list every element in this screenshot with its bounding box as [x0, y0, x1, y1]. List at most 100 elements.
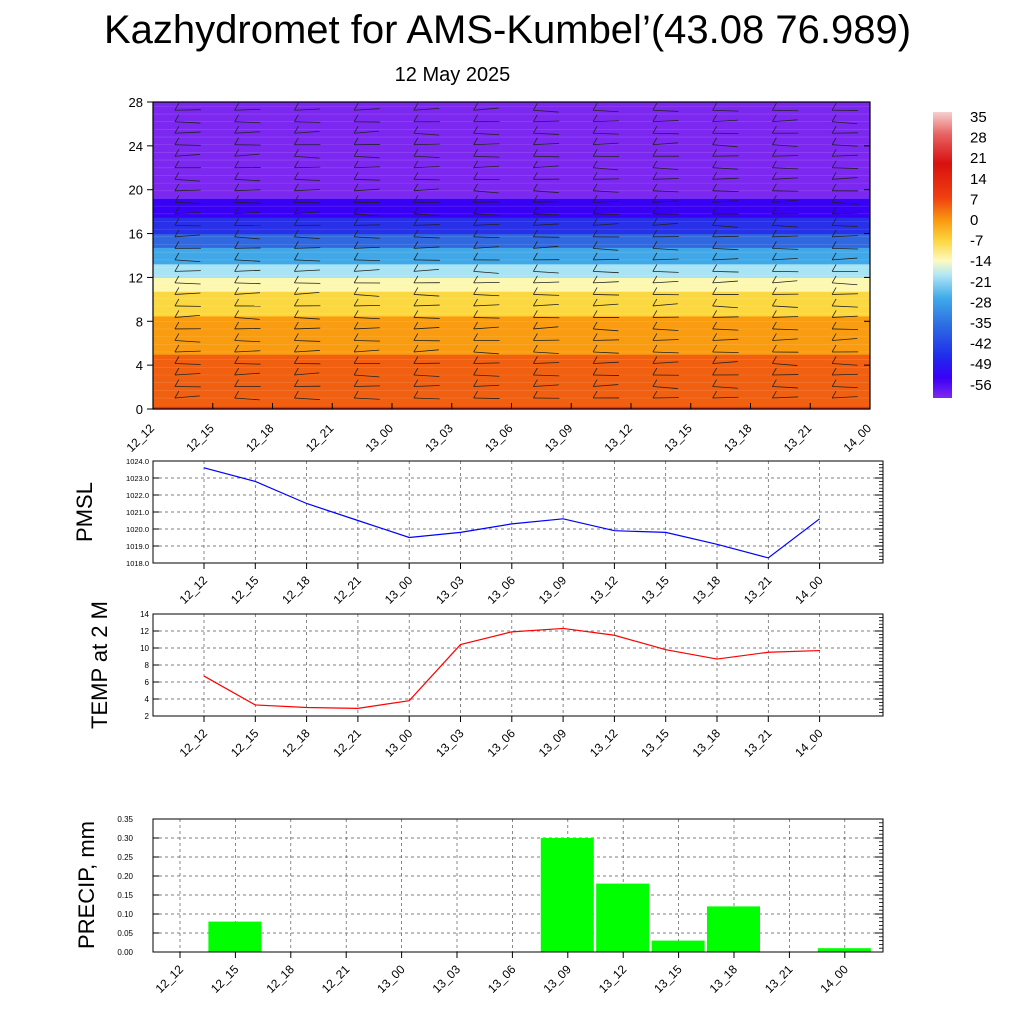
wind-barb [712, 396, 739, 399]
wind-barb-flag [592, 287, 598, 295]
precip-bars [208, 838, 871, 952]
xtick-label: 13_15 [638, 726, 672, 760]
wind-barb [234, 201, 261, 204]
wind-barb-flag [772, 183, 777, 192]
wind-barb [354, 397, 380, 400]
wind-barb-flag [772, 103, 777, 111]
wind-barb-flag [831, 206, 837, 215]
heatmap-xtick-label: 13_06 [482, 421, 516, 455]
heatmap-band [153, 184, 870, 188]
xtick-label: 13_12 [596, 962, 630, 996]
wind-barb-flag [353, 114, 359, 122]
wind-barb [354, 349, 380, 353]
wind-barb-flag [772, 344, 777, 353]
wind-barb-flag [353, 379, 359, 387]
wind-barb [354, 269, 380, 272]
wind-barb [593, 190, 619, 193]
wind-barb-flag [234, 367, 239, 376]
wind-barb [473, 304, 500, 307]
wind-barb-flag [533, 103, 538, 111]
wind-barb-flag [533, 275, 538, 284]
heatmap-xtick-label: 13_00 [363, 421, 397, 455]
wind-barb-flag [294, 264, 299, 272]
xtick-label: 13_00 [382, 573, 416, 607]
wind-barb-flag [592, 195, 598, 203]
xtick-label: 13_18 [690, 573, 724, 607]
wind-barb [593, 384, 619, 387]
wind-barb-flag [413, 160, 419, 168]
wind-barb [593, 328, 619, 332]
wind-barb-flag [174, 149, 180, 157]
wind-barb [533, 143, 560, 146]
wind-barb-flag [353, 298, 359, 307]
colorbar: 35 28 21 14 7 0 -7 -14 -21 -28 -35 -42 -49 -56 [933, 109, 992, 398]
wind-barb [294, 189, 321, 192]
precip-panel: 0.00 0.05 0.10 0.15 0.20 0.25 0.30 0.35 12_12 12_… [74, 815, 884, 996]
ytick-label: 0.00 [117, 948, 133, 957]
wind-barb-flag [234, 172, 239, 180]
wind-barb [234, 121, 261, 124]
wind-barb [174, 350, 201, 353]
colorbar-label: -35 [970, 315, 992, 332]
ytick-label: 0.05 [117, 929, 133, 938]
wind-barb-flag [712, 298, 717, 307]
wind-barb [294, 131, 320, 134]
wind-barb-flag [234, 241, 239, 249]
wind-barb [174, 340, 201, 343]
heatmap-xtick-label: 13_18 [721, 421, 755, 455]
ytick-label: 1024.0 [126, 457, 149, 466]
heatmap-band [153, 400, 870, 405]
wind-barb-flag [772, 298, 777, 307]
heatmap-band [153, 263, 870, 268]
wind-barb [354, 236, 380, 239]
wind-barb-flag [353, 195, 359, 203]
wind-barb [593, 361, 619, 364]
wind-barb [473, 246, 499, 249]
wind-barb [174, 154, 201, 157]
wind-barb-flag [533, 172, 538, 180]
wind-barb [413, 304, 440, 307]
heatmap-band [153, 282, 870, 287]
wind-barb-flag [353, 310, 359, 318]
wind-barb [533, 281, 560, 284]
wind-barb [652, 351, 679, 354]
wind-barb-flag [174, 114, 180, 122]
heatmap-band [153, 362, 870, 366]
wind-barb-flag [234, 390, 239, 399]
heatmap-ytick-label: 12 [129, 270, 143, 285]
wind-barb [832, 167, 859, 169]
heatmap-band [153, 271, 870, 276]
wind-barb-flag [712, 218, 717, 226]
heatmap-band [153, 395, 870, 399]
wind-barb [234, 178, 261, 182]
wind-barb-flag [712, 287, 717, 295]
heatmap-ytick-label: 8 [136, 314, 143, 329]
heatmap-band [153, 110, 870, 114]
wind-barb [473, 132, 500, 136]
wind-barb-flag [772, 252, 777, 261]
wind-barb-flag [533, 390, 538, 399]
heatmap-band [153, 154, 870, 158]
wind-barb-flag [353, 344, 359, 353]
xtick-label: 12_18 [279, 573, 313, 607]
wind-barb [413, 327, 440, 330]
heatmap-band [153, 296, 870, 300]
heatmap-band [153, 143, 870, 147]
heatmap-band [153, 313, 870, 317]
heatmap-band [153, 118, 870, 122]
wind-barb-flag [174, 264, 180, 272]
xtick-label: 12_18 [279, 726, 313, 760]
heatmap-ytick-label: 0 [136, 402, 143, 417]
heatmap-band [153, 376, 870, 380]
heatmap-y-axis: 0 4 8 12 16 20 24 28 [129, 95, 870, 417]
wind-barb-flag [234, 344, 239, 353]
wind-barb [473, 190, 499, 194]
heatmap-xtick-label: 13_12 [602, 421, 636, 455]
wind-barb [652, 386, 678, 389]
wind-barb [473, 326, 499, 330]
wind-barb [652, 258, 679, 261]
wind-barb-flag [592, 218, 598, 226]
wind-barb [234, 236, 260, 240]
wind-barb-flag [473, 149, 478, 157]
xtick-label: 12_21 [319, 962, 353, 996]
